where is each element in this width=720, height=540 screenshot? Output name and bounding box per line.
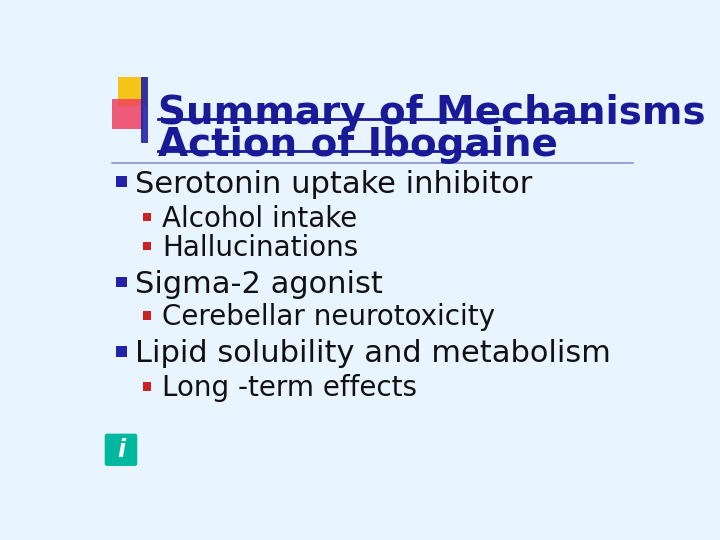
Text: Hallucinations: Hallucinations	[162, 234, 359, 262]
Text: Summary of Mechanisms of: Summary of Mechanisms of	[158, 94, 720, 132]
Text: Cerebellar neurotoxicity: Cerebellar neurotoxicity	[162, 303, 495, 332]
Text: Alcohol intake: Alcohol intake	[162, 205, 357, 233]
Text: Serotonin uptake inhibitor: Serotonin uptake inhibitor	[135, 170, 532, 199]
Text: Lipid solubility and metabolism: Lipid solubility and metabolism	[135, 339, 611, 368]
FancyBboxPatch shape	[118, 77, 148, 106]
Text: Action of Ibogaine: Action of Ibogaine	[158, 126, 558, 164]
FancyBboxPatch shape	[112, 99, 143, 130]
FancyBboxPatch shape	[117, 177, 127, 187]
Text: i: i	[117, 438, 125, 462]
FancyBboxPatch shape	[104, 434, 138, 466]
FancyBboxPatch shape	[143, 382, 151, 390]
FancyBboxPatch shape	[143, 242, 151, 251]
FancyBboxPatch shape	[141, 77, 148, 143]
FancyBboxPatch shape	[117, 276, 127, 287]
FancyBboxPatch shape	[143, 311, 151, 320]
FancyBboxPatch shape	[117, 346, 127, 356]
Text: Long -term effects: Long -term effects	[162, 374, 417, 402]
Text: Sigma-2 agonist: Sigma-2 agonist	[135, 270, 383, 299]
FancyBboxPatch shape	[143, 213, 151, 221]
